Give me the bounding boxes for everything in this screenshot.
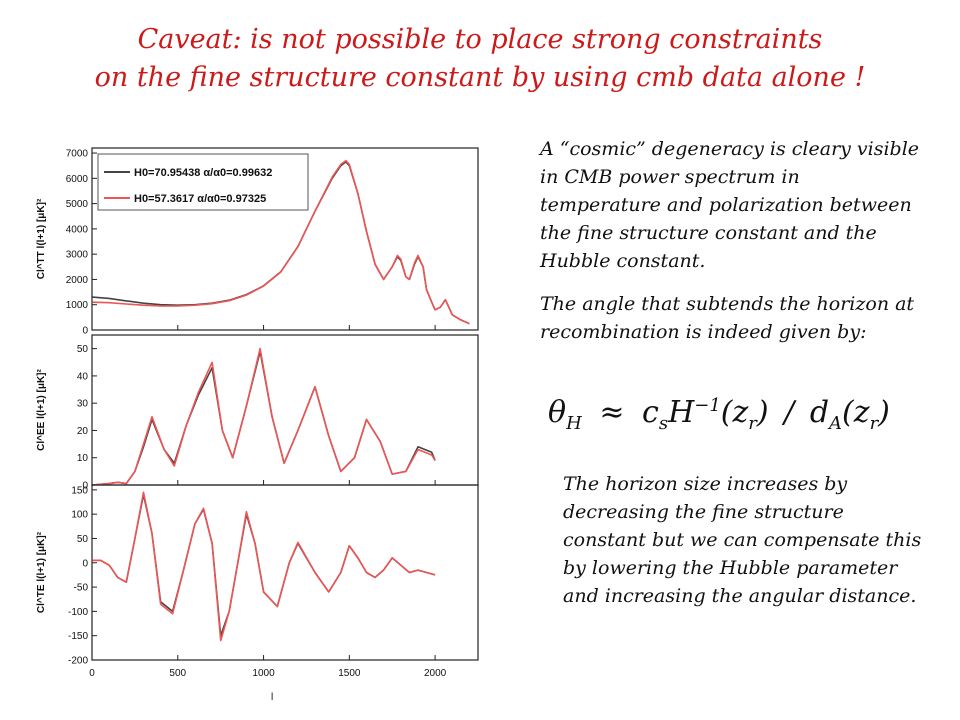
y-tick-label: -100 (68, 607, 88, 618)
x-tick-label: 2000 (424, 668, 447, 679)
paragraph-horizon-angle: The angle that subtends the horizon at r… (540, 293, 915, 343)
y-tick-label: 10 (77, 453, 89, 464)
panel-te: -200 -150 -100 -50 0 50 100 150 Cl^TE l(l+1) [μK… (36, 484, 479, 703)
x-axis-label: l (271, 692, 273, 703)
y-tick-label: 30 (77, 399, 89, 410)
y-tick-label: 7000 (66, 149, 89, 160)
series-line-red (92, 491, 436, 642)
panel-tt: 0 1000 2000 3000 4000 5000 6000 7000 Cl^TT l(l+1… (36, 147, 479, 337)
legend-entry: H0=70.95438 α/α0=0.99632 (134, 167, 272, 179)
x-tick-label: 500 (169, 668, 186, 679)
paragraph-degeneracy: A “cosmic” degeneracy is cleary visible … (540, 138, 920, 272)
y-tick-label: 5000 (66, 199, 89, 210)
y-tick-label: 20 (77, 426, 89, 437)
y-axis-label: Cl^TT l(l+1) [μK]² (36, 198, 47, 279)
x-tick-label: 1000 (252, 668, 275, 679)
y-tick-label: 50 (77, 534, 89, 545)
slide-title-line1: Caveat: is not possible to place strong … (137, 24, 823, 55)
y-tick-label: 0 (82, 326, 88, 337)
y-tick-label: 100 (71, 510, 88, 521)
legend-box (97, 153, 309, 211)
y-tick-label: 2000 (66, 275, 89, 286)
y-tick-label: 40 (77, 371, 89, 382)
y-axis-label: Cl^EE l(l+1) [μK]² (36, 368, 47, 450)
slide-title-line2: on the fine structure constant by using … (94, 62, 866, 93)
y-tick-label: -50 (74, 583, 89, 594)
panel-frame (91, 147, 479, 331)
y-tick-label: 0 (82, 558, 88, 569)
y-tick-label: 4000 (66, 224, 89, 235)
series-line-black (92, 493, 436, 637)
series-line-red (92, 159, 470, 325)
series-line-red (92, 347, 436, 486)
y-tick-label: 150 (71, 485, 88, 496)
legend-entry: H0=57.3617 α/α0=0.97325 (134, 193, 266, 205)
y-tick-label: 3000 (66, 250, 89, 261)
x-tick-label: 0 (89, 668, 95, 679)
horizon-angle-formula: θH ≈ csH−1(zr) / dA(zr) (548, 395, 890, 434)
y-axis-label: Cl^TE l(l+1) [μK]² (36, 531, 47, 613)
y-tick-label: 6000 (66, 174, 89, 185)
x-tick-label: 1500 (338, 668, 361, 679)
y-tick-label: 0 (82, 481, 88, 492)
y-tick-label: 50 (77, 344, 89, 355)
y-tick-label: -200 (68, 656, 88, 667)
panel-ee: 0 10 20 30 40 50 Cl^EE l(l+1) [μK]² (36, 334, 479, 492)
y-tick-label: 1000 (66, 300, 89, 311)
paragraph-horizon-size: The horizon size increases by decreasing… (563, 473, 922, 607)
panel-frame (91, 484, 479, 661)
y-tick-label: -150 (68, 631, 88, 642)
